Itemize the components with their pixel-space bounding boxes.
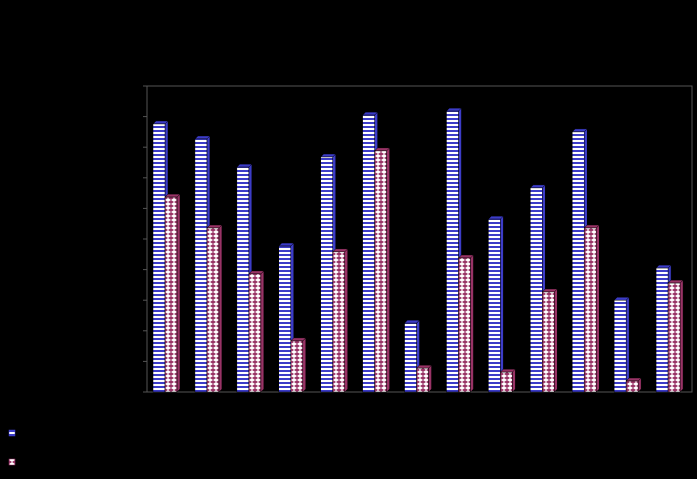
bar	[583, 224, 600, 393]
bar	[415, 364, 433, 393]
bar	[374, 147, 391, 393]
bar	[278, 242, 295, 393]
bar	[164, 193, 181, 393]
bar	[541, 288, 558, 393]
bar	[499, 368, 516, 393]
bar	[403, 319, 421, 393]
bar	[206, 224, 223, 393]
bar	[332, 248, 349, 393]
bar	[457, 254, 475, 393]
bar	[613, 296, 630, 393]
bar	[248, 270, 265, 393]
bar	[487, 215, 504, 393]
bar	[625, 377, 642, 393]
legend-swatch	[8, 429, 16, 437]
bar	[290, 337, 307, 393]
bar	[667, 279, 684, 393]
legend-swatch	[8, 458, 16, 466]
